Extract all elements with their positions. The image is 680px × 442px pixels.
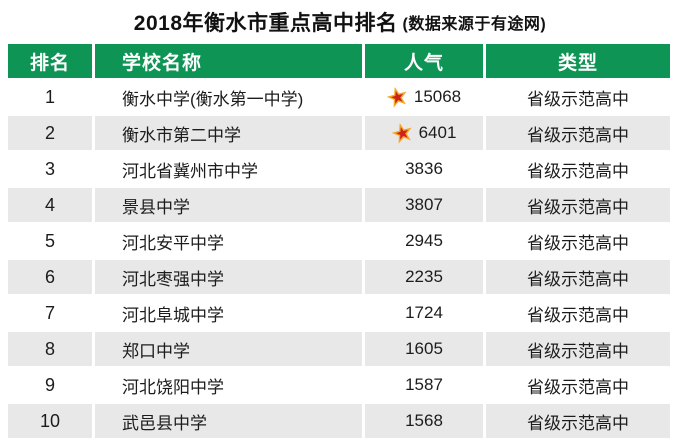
popularity-cell: 1605 (365, 332, 483, 366)
rank-cell: 9 (8, 368, 92, 402)
school-cell: 河北枣强中学 (95, 260, 362, 294)
type-cell: 省级示范高中 (486, 368, 670, 402)
popularity-cell: 6401 (365, 116, 483, 150)
star-icon (391, 122, 414, 144)
school-cell: 衡水市第二中学 (95, 116, 362, 150)
rank-cell: 7 (8, 296, 92, 330)
type-cell: 省级示范高中 (486, 332, 670, 366)
popularity-value: 6401 (418, 123, 457, 142)
school-cell: 河北省冀州市中学 (95, 152, 362, 186)
type-cell: 省级示范高中 (486, 188, 670, 222)
popularity-value-with-star: 15068 (386, 86, 462, 108)
popularity-cell: 15068 (365, 80, 483, 114)
type-cell: 省级示范高中 (486, 260, 670, 294)
type-cell: 省级示范高中 (486, 80, 670, 114)
rank-cell: 5 (8, 224, 92, 258)
page-title: 2018年衡水市重点高中排名 (数据来源于有途网) (0, 0, 680, 44)
rank-cell: 6 (8, 260, 92, 294)
rank-cell: 1 (8, 80, 92, 114)
school-cell: 郑口中学 (95, 332, 362, 366)
rank-cell: 10 (8, 404, 92, 438)
header-cell-type: 类型 (486, 44, 670, 78)
school-cell: 河北饶阳中学 (95, 368, 362, 402)
school-cell: 河北阜城中学 (95, 296, 362, 330)
school-cell: 景县中学 (95, 188, 362, 222)
type-cell: 省级示范高中 (486, 224, 670, 258)
rank-cell: 3 (8, 152, 92, 186)
school-cell: 武邑县中学 (95, 404, 362, 438)
rank-cell: 8 (8, 332, 92, 366)
page-title-note: (数据来源于有途网) (402, 16, 547, 33)
rank-cell: 4 (8, 188, 92, 222)
popularity-value: 15068 (413, 87, 462, 106)
popularity-cell: 1568 (365, 404, 483, 438)
type-cell: 省级示范高中 (486, 152, 670, 186)
type-cell: 省级示范高中 (486, 404, 670, 438)
header-cell-school: 学校名称 (95, 44, 362, 78)
rank-cell: 2 (8, 116, 92, 150)
ranking-table: 排名 学校名称 人气 类型 1 衡水中学(衡水第一中学) 15068 省级示范高… (8, 44, 670, 438)
popularity-cell: 1724 (365, 296, 483, 330)
school-cell: 河北安平中学 (95, 224, 362, 258)
popularity-cell: 3836 (365, 152, 483, 186)
popularity-cell: 2235 (365, 260, 483, 294)
type-cell: 省级示范高中 (486, 116, 670, 150)
header-cell-rank: 排名 (8, 44, 92, 78)
popularity-cell: 2945 (365, 224, 483, 258)
header-cell-popularity: 人气 (365, 44, 483, 78)
page-title-main: 2018年衡水市重点高中排名 (133, 12, 398, 35)
star-icon (386, 86, 409, 108)
school-cell: 衡水中学(衡水第一中学) (95, 80, 362, 114)
popularity-value-with-star: 6401 (391, 122, 457, 144)
popularity-cell: 1587 (365, 368, 483, 402)
popularity-cell: 3807 (365, 188, 483, 222)
type-cell: 省级示范高中 (486, 296, 670, 330)
